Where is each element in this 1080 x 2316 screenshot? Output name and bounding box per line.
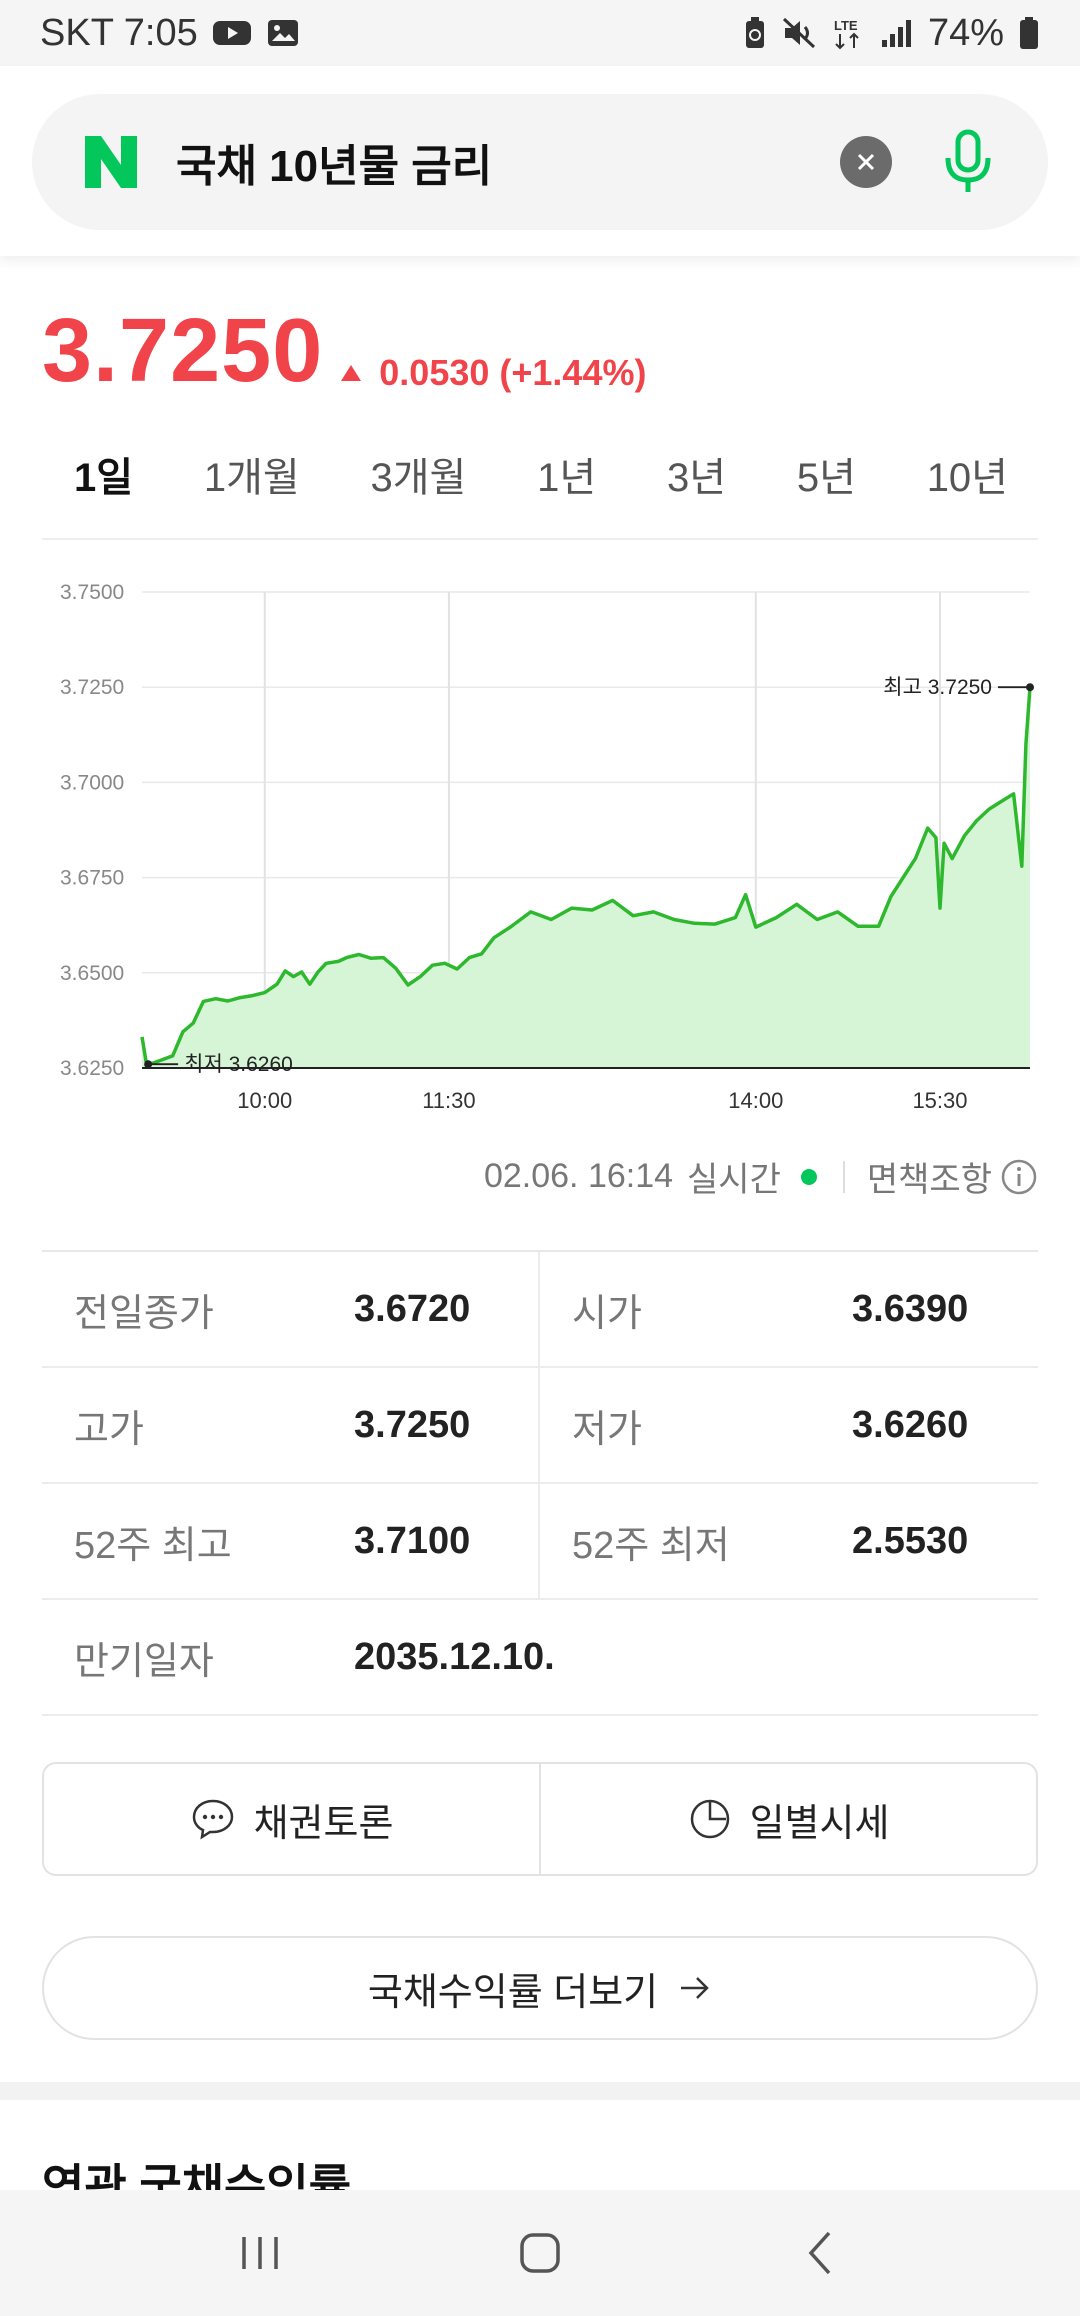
arrow-right-icon (681, 1977, 709, 1999)
action-buttons: 채권토론 일별시세 (42, 1762, 1038, 1876)
y-tick-label: 3.6500 (60, 962, 124, 985)
tab-period[interactable]: 1일 (74, 456, 134, 500)
separator (842, 1160, 845, 1193)
high52-value: 3.7100 (354, 1519, 471, 1562)
svg-text:LTE: LTE (834, 18, 858, 33)
chart-area-fill (142, 687, 1030, 1068)
info-icon[interactable] (1000, 1158, 1038, 1196)
daily-price-button[interactable]: 일별시세 (541, 1764, 1036, 1874)
timestamp-row: 02.06. 16:14 실시간 면책조항 (484, 1152, 1038, 1201)
up-triangle-icon (341, 365, 362, 381)
prev-close-value: 3.6720 (354, 1287, 471, 1330)
chart-svg: 3.7500 3.7250 3.7000 3.6750 3.6500 3.6250 10:0… (60, 581, 1034, 1113)
tab-period[interactable]: 3년 (667, 456, 727, 500)
change-value: 0.0530 (+1.44%) (379, 352, 647, 393)
low52-value: 2.5530 (852, 1519, 969, 1562)
period-tabs: 1일 1개월 3개월 1년 3년 5년 10년 (42, 430, 1038, 540)
realtime-label: 실시간 (687, 1161, 781, 1199)
high52-label: 52주 최고 (74, 1524, 232, 1567)
tab-period[interactable]: 1년 (537, 456, 597, 500)
status-bar: SKT 7:05 LTE 74% (0, 0, 1080, 66)
section-divider (0, 2082, 1080, 2100)
high-label: 고가 (74, 1408, 144, 1451)
y-tick-label: 3.7250 (60, 676, 124, 699)
discussion-label: 채권토론 (253, 1802, 394, 1845)
stats-table: 전일종가 3.6720 시가 3.6390 고가 3.7250 저가 3.626… (42, 1250, 1038, 1716)
y-tick-label: 3.7500 (60, 581, 124, 604)
x-tick-label: 11:30 (422, 1088, 475, 1113)
home-button[interactable] (500, 2213, 580, 2293)
low52-label: 52주 최저 (572, 1524, 730, 1567)
more-yields-button[interactable]: 국채수익률 더보기 (42, 1936, 1038, 2040)
daily-price-label: 일별시세 (749, 1802, 890, 1845)
recent-apps-button[interactable] (220, 2213, 300, 2293)
discussion-button[interactable]: 채권토론 (44, 1764, 541, 1874)
back-button[interactable] (780, 2213, 860, 2293)
search-header: 국채 10년물 금리 (0, 66, 1080, 256)
price-change: 0.0530 (+1.44%) (341, 352, 646, 394)
open-value: 3.6390 (852, 1287, 969, 1330)
navigation-bar (0, 2190, 1080, 2316)
maturity-label: 만기일자 (74, 1640, 214, 1683)
search-input[interactable]: 국채 10년물 금리 (176, 142, 493, 191)
tab-period[interactable]: 10년 (926, 456, 1008, 500)
high-annotation-label: 최고 3.7250 (883, 676, 992, 699)
signal-icon (880, 18, 914, 48)
microphone-icon (945, 129, 991, 192)
chat-bubble-icon (192, 1799, 233, 1840)
youtube-icon (212, 18, 252, 48)
naver-logo[interactable] (82, 133, 140, 191)
battery-percent: 74% (927, 11, 1004, 54)
tab-period[interactable]: 1개월 (203, 456, 300, 500)
y-tick-label: 3.6250 (60, 1057, 124, 1080)
realtime-dot (800, 1168, 817, 1185)
datetime: 02.06. 16:14 (483, 1157, 674, 1195)
open-label: 시가 (572, 1292, 642, 1335)
lte-icon: LTE (832, 16, 866, 50)
current-price: 3.7250 (42, 301, 324, 401)
low-label: 저가 (572, 1408, 642, 1451)
high-value: 3.7250 (354, 1403, 471, 1446)
intraday-chart: 3.7500 3.7250 3.7000 3.6750 3.6500 3.6250 10:0… (0, 560, 1080, 1120)
mute-icon (782, 17, 818, 49)
recent-apps-icon (242, 2237, 278, 2269)
table-row: 52주 최고 3.7100 52주 최저 2.5530 (42, 1484, 1038, 1600)
maturity-value: 2035.12.10. (354, 1635, 555, 1678)
search-box[interactable]: 국채 10년물 금리 (32, 94, 1048, 230)
battery-saver-icon (742, 16, 768, 50)
back-icon (808, 2231, 831, 2275)
disclaimer-link[interactable]: 면책조항 (866, 1161, 992, 1199)
table-row: 만기일자 2035.12.10. (42, 1600, 1038, 1716)
voice-search-button[interactable] (938, 127, 998, 197)
tab-period[interactable]: 3개월 (370, 456, 467, 500)
table-row: 고가 3.7250 저가 3.6260 (42, 1368, 1038, 1484)
x-tick-label: 15:30 (912, 1088, 967, 1113)
low-annotation-label: 최저 3.6260 (184, 1053, 293, 1076)
battery-icon (1018, 16, 1040, 50)
y-tick-label: 3.7000 (60, 771, 124, 794)
carrier-time: SKT 7:05 (40, 11, 198, 54)
high-marker-dot (1026, 683, 1034, 692)
table-row: 전일종가 3.6720 시가 3.6390 (42, 1252, 1038, 1368)
home-icon (520, 2233, 560, 2273)
close-icon (857, 153, 875, 171)
x-tick-label: 10:00 (237, 1088, 292, 1113)
clock-icon (690, 1799, 729, 1839)
more-yields-label: 국채수익률 더보기 (367, 1971, 659, 2014)
prev-close-label: 전일종가 (74, 1292, 214, 1335)
y-tick-label: 3.6750 (60, 867, 124, 890)
chart-series-line (140, 687, 1032, 1066)
price-row: 3.7250 0.0530 (+1.44%) (42, 300, 646, 403)
gallery-icon (266, 17, 300, 49)
low-value: 3.6260 (852, 1403, 969, 1446)
clear-search-button[interactable] (840, 136, 892, 188)
tab-period[interactable]: 5년 (796, 456, 856, 500)
x-tick-label: 14:00 (728, 1088, 783, 1113)
